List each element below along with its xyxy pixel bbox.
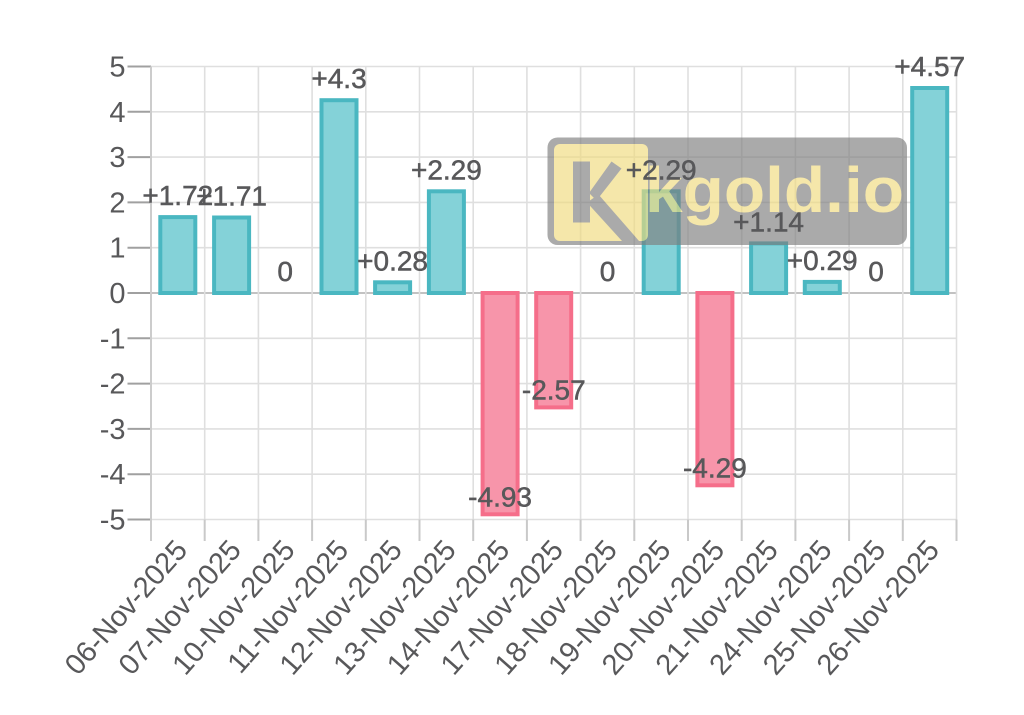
svg-text:5: 5 xyxy=(109,52,125,84)
svg-text:-2.57: -2.57 xyxy=(522,374,586,405)
svg-text:+1.71: +1.71 xyxy=(196,181,267,212)
svg-text:-1: -1 xyxy=(100,323,126,355)
svg-text:0: 0 xyxy=(868,256,884,287)
svg-text:-4.93: -4.93 xyxy=(468,481,532,512)
svg-text:+1.72: +1.72 xyxy=(142,180,213,211)
svg-text:kgold.io: kgold.io xyxy=(645,154,904,226)
svg-text:+0.28: +0.28 xyxy=(357,245,428,276)
svg-text:2: 2 xyxy=(109,187,125,219)
svg-text:-4: -4 xyxy=(100,459,126,491)
svg-text:+2.29: +2.29 xyxy=(411,154,482,185)
svg-text:+1.14: +1.14 xyxy=(733,206,804,237)
svg-text:+0.29: +0.29 xyxy=(787,245,858,276)
svg-text:3: 3 xyxy=(109,142,125,174)
svg-text:1: 1 xyxy=(109,233,125,265)
svg-text:-5: -5 xyxy=(100,505,126,537)
svg-text:-2: -2 xyxy=(100,369,126,401)
svg-text:4: 4 xyxy=(109,97,125,129)
svg-text:-3: -3 xyxy=(100,414,126,446)
svg-text:0: 0 xyxy=(277,256,293,287)
svg-text:0: 0 xyxy=(600,256,616,287)
svg-text:-4.29: -4.29 xyxy=(683,452,747,483)
svg-text:+4.3: +4.3 xyxy=(311,63,366,94)
svg-text:0: 0 xyxy=(109,278,125,310)
svg-text:+4.57: +4.57 xyxy=(894,51,965,82)
svg-text:+2.29: +2.29 xyxy=(626,154,697,185)
